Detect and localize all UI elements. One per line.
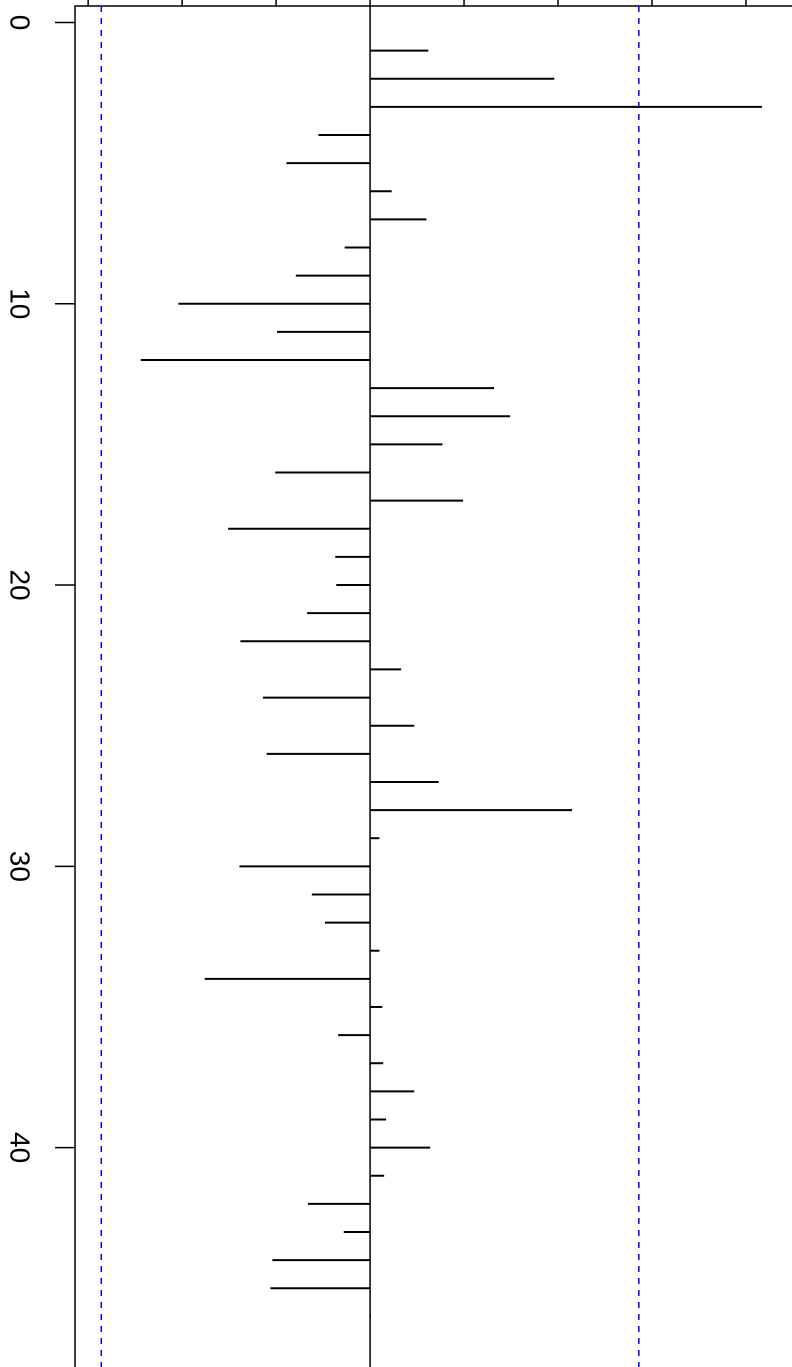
lag-tick-label: 10	[5, 288, 36, 319]
lag-tick-label: 0	[5, 15, 36, 31]
lag-tick-label: 30	[5, 851, 36, 882]
lag-tick-label: 40	[5, 1132, 36, 1163]
lag-tick-label: 20	[5, 569, 36, 600]
plot-box	[74, 5, 792, 1367]
